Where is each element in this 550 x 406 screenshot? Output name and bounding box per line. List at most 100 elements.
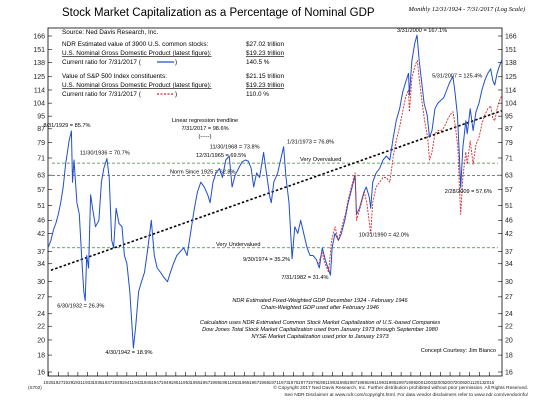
y-tick-label-right-23: 166: [505, 33, 517, 40]
footer-copyright: © Copyright 2017 Ned Davis Research, Inc…: [273, 384, 528, 391]
x-tick-label-10: 1945: [141, 380, 152, 385]
y-tick-label-right-8: 37: [505, 249, 513, 256]
x-tick-label-3: 1931: [73, 380, 84, 385]
x-tick-label-43: 2011: [465, 380, 475, 385]
y-tick-label-left-6: 30: [37, 279, 45, 286]
box1-row2-label: U.S. Nominal Gross Domestic Product (lat…: [62, 50, 212, 57]
x-tick-label-38: 2001: [416, 380, 427, 385]
x-tick-label-15: 1955: [190, 380, 201, 385]
series-line-1: [318, 60, 503, 273]
note-3: Calculation uses NDR Estimated Common St…: [200, 320, 441, 326]
x-tick-label-5: 1935: [92, 380, 103, 385]
y-tick-label-left-15: 79: [37, 140, 45, 147]
y-tick-label-right-1: 18: [505, 352, 513, 359]
y-tick-label-left-5: 27: [37, 294, 45, 301]
y-tick-label-right-17: 95: [505, 114, 513, 121]
x-tick-label-29: 1983: [327, 380, 338, 385]
annotations: 8/31/1929 = 85.7% 11/30/1936 = 70.7% 12/31…: [43, 28, 491, 356]
plot-frame: [47, 27, 503, 377]
y-tick-label-right-20: 125: [505, 74, 517, 81]
y-tick-label-left-8: 37: [37, 249, 45, 256]
annotation-12: 2/28/2009 = 57.6%: [445, 189, 492, 195]
note-5: NYSE Market Capitalization used prior to…: [251, 334, 389, 340]
y-axis-ticks: 16 16 18 18 20 20 22 22 24 24 27 27 30 30 34 34 37 37 42 42…: [33, 33, 516, 376]
x-tick-label-23: 1971: [269, 380, 280, 385]
y-tick-label-right-5: 27: [505, 294, 513, 301]
box2-row1-value: $21.15 trillion: [246, 73, 284, 80]
concept-credit: Concept Courtesy: Jim Bianco: [421, 348, 496, 354]
y-tick-label-right-10: 46: [505, 218, 513, 225]
y-tick-label-right-15: 79: [505, 140, 513, 147]
x-tick-label-22: 1969: [259, 380, 270, 385]
x-tick-label-36: 1997: [396, 380, 407, 385]
x-tick-label-45: 2015: [484, 380, 495, 385]
y-tick-label-left-20: 125: [33, 74, 45, 81]
x-tick-label-28: 1981: [318, 380, 329, 385]
annotation-1: 11/30/1936 = 70.7%: [80, 151, 130, 157]
y-tick-label-left-13: 63: [37, 173, 45, 180]
x-tick-label-33: 1991: [367, 380, 378, 385]
y-tick-label-right-9: 42: [505, 231, 513, 238]
x-tick-label-12: 1949: [161, 380, 172, 385]
annotation-8: 7/31/1982 = 31.4%: [281, 275, 328, 281]
annotation-7: 9/30/1974 = 35.2%: [243, 257, 290, 263]
x-axis-ticks: 1925 1927 1929 1931 1933 1935 1937 1939 1941 1943…: [43, 372, 495, 385]
source-label: Source: Ned Davis Research, Inc.: [62, 29, 158, 36]
y-tick-label-right-7: 34: [505, 261, 513, 268]
y-tick-label-right-22: 151: [505, 47, 517, 54]
y-tick-label-left-9: 42: [37, 231, 45, 238]
y-tick-label-right-16: 87: [505, 126, 513, 133]
x-tick-label-16: 1957: [200, 380, 211, 385]
x-tick-label-35: 1995: [386, 380, 397, 385]
x-tick-label-26: 1977: [298, 380, 309, 385]
y-tick-label-left-14: 71: [37, 155, 45, 162]
x-tick-label-14: 1953: [181, 380, 192, 385]
y-tick-label-left-19: 114: [34, 87, 45, 94]
note-2: Chain-Weighted GDP used after February 1…: [261, 305, 380, 311]
box1-row2-value: $19.23 trillion: [246, 50, 284, 57]
x-tick-label-41: 2007: [445, 380, 456, 385]
box1-row3-label: Current ratio for 7/31/2017 (: [62, 59, 142, 66]
x-tick-label-31: 1987: [347, 380, 358, 385]
x-tick-label-40: 2005: [435, 380, 446, 385]
box2-row2-label: U.S. Nominal Gross Domestic Product (lat…: [62, 82, 212, 89]
y-tick-label-left-18: 104: [33, 101, 45, 108]
x-tick-label-19: 1963: [229, 380, 240, 385]
annotation-9: 10/31/1990 = 42.0%: [359, 232, 409, 238]
series-layer: [47, 34, 503, 349]
box2-row3-label: Current ratio for 7/31/2017 (: [62, 91, 142, 98]
x-tick-label-17: 1959: [210, 380, 221, 385]
y-tick-label-left-2: 20: [37, 337, 45, 344]
regression-label-2: 7/31/2017 = 98.6%: [181, 126, 228, 132]
y-tick-label-right-11: 51: [505, 203, 513, 210]
y-tick-label-right-14: 71: [505, 155, 513, 162]
note-1: NDR Estimated Fixed-Weighted GDP Decembe…: [232, 298, 408, 304]
x-tick-label-4: 1933: [83, 380, 94, 385]
y-tick-label-left-12: 57: [37, 187, 45, 194]
y-tick-label-right-2: 20: [505, 337, 513, 344]
y-tick-label-left-7: 34: [37, 261, 45, 268]
x-tick-label-44: 2013: [474, 380, 485, 385]
y-tick-label-left-21: 138: [33, 60, 45, 67]
box2-row2-value: $19.23 trillion: [246, 82, 284, 89]
chart-id: (S702): [28, 385, 42, 390]
y-tick-label-left-4: 24: [37, 311, 45, 318]
y-tick-label-left-1: 18: [37, 352, 45, 359]
annotation-5: 6/30/1932 = 26.3%: [57, 304, 104, 310]
series-line-0: [47, 34, 503, 349]
regression-label-1: Linear regression trendline: [172, 118, 238, 124]
x-tick-label-11: 1947: [151, 380, 162, 385]
box2-legend-close: ): [175, 91, 177, 98]
annotation-2: 12/31/1965 = 69.5%: [196, 153, 246, 159]
regression-label-3: (-----): [198, 134, 211, 140]
x-tick-label-6: 1937: [102, 380, 113, 385]
annotation-4: 1/31/1973 = 76.8%: [287, 140, 334, 146]
y-tick-label-left-23: 166: [33, 33, 45, 40]
annotation-11: 5/31/2007 = 125.4%: [432, 73, 482, 79]
x-tick-label-7: 1939: [112, 380, 123, 385]
x-tick-label-20: 1965: [239, 380, 250, 385]
y-tick-label-right-6: 30: [505, 279, 513, 286]
reference-label-1: Norm Since 1925 = 62.8%: [170, 170, 235, 176]
notes-block: NDR Estimated Fixed-Weighted GDP Decembe…: [200, 298, 496, 354]
